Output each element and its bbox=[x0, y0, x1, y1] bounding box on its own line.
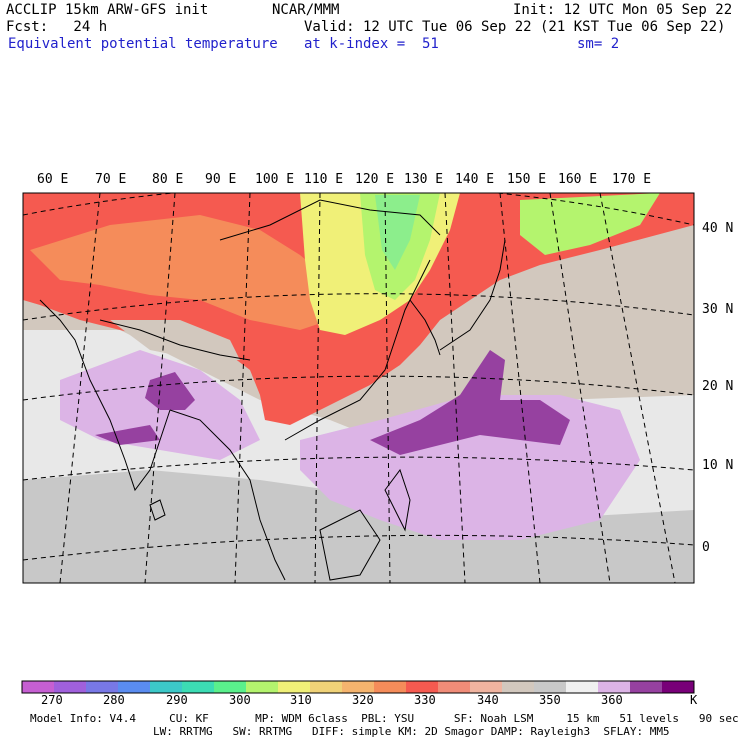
colorbar-label-320: 320 bbox=[352, 693, 374, 707]
organization-label: NCAR/MMM bbox=[272, 2, 340, 18]
coast-japan bbox=[439, 239, 506, 351]
border-mongolia bbox=[219, 199, 441, 241]
lat-label-30: 30 N bbox=[702, 302, 734, 317]
colorbar-swatch bbox=[86, 681, 119, 693]
ne-green bbox=[520, 193, 660, 255]
field-name: Equivalent potential temperature bbox=[8, 36, 278, 52]
lat-label-10: 10 N bbox=[702, 458, 734, 473]
valid-time: Valid: 12 UTC Tue 06 Sep 22 (21 KST Tue … bbox=[304, 19, 726, 35]
colorbar-swatch bbox=[598, 681, 631, 693]
lon-label-140: 140 E bbox=[455, 172, 495, 187]
lon-label-90: 90 E bbox=[205, 172, 237, 187]
colorbar-swatch bbox=[534, 681, 567, 693]
colorbar-swatch bbox=[54, 681, 87, 693]
lon-label-80: 80 E bbox=[152, 172, 184, 187]
colorbar-swatch bbox=[470, 681, 503, 693]
colorbar-swatch bbox=[214, 681, 247, 693]
model-title: ACCLIP 15km ARW-GFS init bbox=[6, 2, 209, 18]
model-info-line2: LW: RRTMG SW: RRTMG DIFF: simple KM: 2D … bbox=[153, 725, 670, 738]
model-info-line1: Model Info: V4.4 CU: KF MP: WDM 6class P… bbox=[30, 712, 739, 725]
coast-korea bbox=[409, 299, 441, 356]
init-time: Init: 12 UTC Mon 05 Sep 22 bbox=[513, 2, 733, 18]
lon-label-160: 160 E bbox=[558, 172, 598, 187]
lon-label-100: 100 E bbox=[255, 172, 295, 187]
colorbar-swatch bbox=[22, 681, 55, 693]
lon-line-90 bbox=[144, 193, 176, 583]
moist-core-west bbox=[145, 372, 195, 410]
colorbar-swatch bbox=[342, 681, 375, 693]
lon-label-130: 130 E bbox=[404, 172, 444, 187]
colorbar-swatch bbox=[502, 681, 535, 693]
coast-philippines bbox=[384, 468, 411, 532]
coast-se-asia bbox=[169, 409, 286, 581]
warm-band-orange bbox=[30, 215, 330, 330]
level-info: at k-index = 51 bbox=[304, 36, 439, 52]
lon-line-110 bbox=[314, 193, 321, 583]
tibet-grey bbox=[110, 320, 240, 360]
lon-label-70: 70 E bbox=[95, 172, 127, 187]
lon-line-150 bbox=[549, 193, 611, 583]
colorbar-swatch bbox=[310, 681, 343, 693]
lon-label-60: 60 E bbox=[37, 172, 69, 187]
colorbar-swatch bbox=[406, 681, 439, 693]
colorbar-swatch bbox=[566, 681, 599, 693]
coast-china bbox=[284, 259, 431, 441]
moist-core-east bbox=[370, 350, 570, 455]
lon-line-120 bbox=[384, 193, 391, 583]
colorbar-label-350: 350 bbox=[539, 693, 561, 707]
colorbar-swatch bbox=[278, 681, 311, 693]
colorbar-swatch bbox=[438, 681, 471, 693]
colorbar-swatch bbox=[374, 681, 407, 693]
colorbar-label-270: 270 bbox=[41, 693, 63, 707]
colorbar-swatch bbox=[150, 681, 183, 693]
ocean-grey bbox=[23, 470, 694, 583]
coastlines bbox=[39, 199, 506, 581]
map-frame bbox=[22, 192, 695, 584]
colorbar-label-340: 340 bbox=[477, 693, 499, 707]
lat-label-0: 0 bbox=[702, 540, 710, 555]
colorbar-swatch bbox=[246, 681, 279, 693]
colorbar-swatch bbox=[630, 681, 663, 693]
graticule bbox=[23, 193, 694, 583]
lat-line-20 bbox=[23, 375, 694, 401]
colorbar-frame bbox=[21, 680, 695, 694]
colorbar-label-300: 300 bbox=[229, 693, 251, 707]
lon-line-160 bbox=[599, 193, 676, 583]
colorbar-label-290: 290 bbox=[166, 693, 188, 707]
lon-label-110: 110 E bbox=[304, 172, 344, 187]
colorbar-label-280: 280 bbox=[103, 693, 125, 707]
colorbar bbox=[21, 680, 695, 694]
colorbar-label-310: 310 bbox=[290, 693, 312, 707]
colorbar-swatch bbox=[182, 681, 215, 693]
colorbar-label-330: 330 bbox=[414, 693, 436, 707]
coast-sri-lanka bbox=[149, 499, 166, 521]
lat-label-40: 40 N bbox=[702, 221, 734, 236]
lon-line-80 bbox=[59, 193, 101, 583]
lon-line-130 bbox=[444, 193, 466, 583]
colorbar-unit: K bbox=[690, 693, 698, 707]
colorbar-label-360: 360 bbox=[601, 693, 623, 707]
moist-core-bay bbox=[95, 425, 160, 445]
colorbar-swatch bbox=[662, 681, 695, 693]
border-tibet bbox=[99, 319, 251, 361]
lat-line-40 bbox=[23, 193, 694, 226]
lon-line-100 bbox=[234, 193, 251, 583]
lon-label-120: 120 E bbox=[355, 172, 395, 187]
lat-line-30 bbox=[23, 293, 694, 321]
lon-label-150: 150 E bbox=[507, 172, 547, 187]
lat-line-10 bbox=[23, 456, 694, 481]
lon-label-170: 170 E bbox=[612, 172, 652, 187]
coast-borneo bbox=[319, 509, 381, 581]
lat-label-20: 20 N bbox=[702, 379, 734, 394]
lon-line-140 bbox=[499, 193, 541, 583]
forecast-hour: Fcst: 24 h bbox=[6, 19, 108, 35]
colorbar-swatch bbox=[118, 681, 151, 693]
smoothing-info: sm= 2 bbox=[577, 36, 620, 52]
lat-line-0 bbox=[23, 534, 694, 561]
